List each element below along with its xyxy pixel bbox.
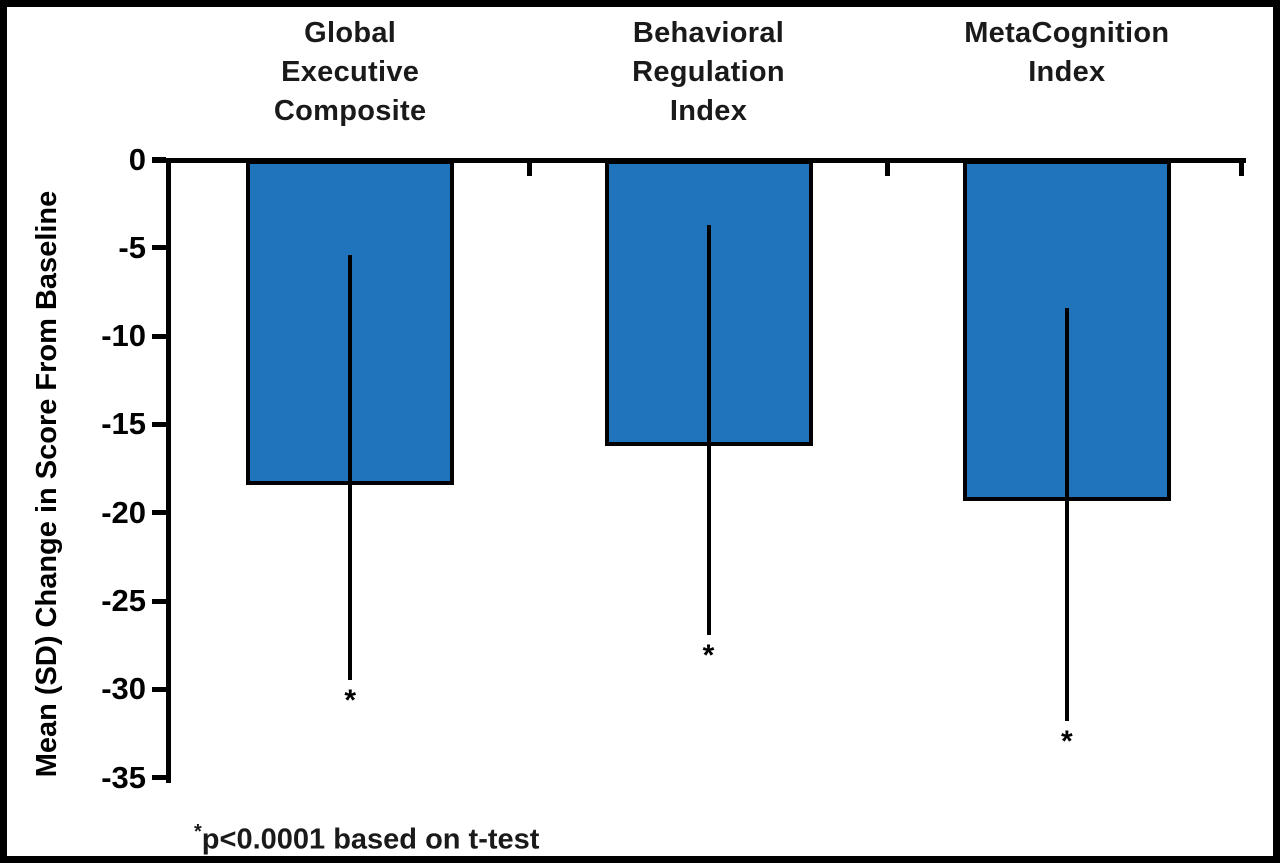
category-boundary-tick xyxy=(885,158,891,176)
category-header-line: Behavioral xyxy=(632,17,785,49)
significance-asterisk: * xyxy=(1060,725,1073,759)
footnote: *p<0.0001 based on t-test xyxy=(194,815,540,856)
y-tick-label: -15 xyxy=(101,406,146,442)
significance-asterisk: * xyxy=(344,684,356,718)
category-header-line: Executive xyxy=(281,56,420,88)
category-header-line: MetaCognition xyxy=(964,17,1170,49)
category-boundary-tick xyxy=(1238,158,1244,176)
y-axis-line xyxy=(166,158,171,783)
category-header-line: Index xyxy=(669,95,748,127)
y-tick-label: -35 xyxy=(101,759,146,795)
y-tick-label: -10 xyxy=(101,318,146,354)
y-tick xyxy=(152,157,166,162)
y-tick xyxy=(152,421,166,427)
category-header-line: Global xyxy=(304,17,397,49)
category-header: Global Executive Composite xyxy=(190,14,510,131)
category-header-line: Regulation xyxy=(632,56,785,88)
error-bar xyxy=(348,254,353,681)
y-tick xyxy=(152,510,166,516)
category-header-line: Index xyxy=(1028,56,1106,88)
category-header: Behavioral Regulation Index xyxy=(549,14,869,131)
footnote-text: p<0.0001 based on t-test xyxy=(201,823,540,856)
y-tick xyxy=(152,333,166,339)
y-tick-label: -20 xyxy=(101,494,146,530)
footnote-asterisk: * xyxy=(194,821,202,843)
category-header-line: Composite xyxy=(273,95,427,127)
y-tick xyxy=(152,598,166,604)
error-bar xyxy=(706,224,711,635)
y-tick-label: -30 xyxy=(101,671,146,707)
category-boundary-tick xyxy=(526,158,532,176)
y-tick-label: 0 xyxy=(128,141,146,177)
category-header: MetaCognition Index xyxy=(907,14,1227,92)
y-tick xyxy=(152,686,166,692)
y-tick xyxy=(152,245,166,251)
y-tick-label: -25 xyxy=(101,583,146,618)
y-tick xyxy=(152,775,166,781)
error-bar xyxy=(1064,307,1069,722)
y-tick-label: -5 xyxy=(118,229,146,265)
significance-asterisk: * xyxy=(702,638,715,672)
